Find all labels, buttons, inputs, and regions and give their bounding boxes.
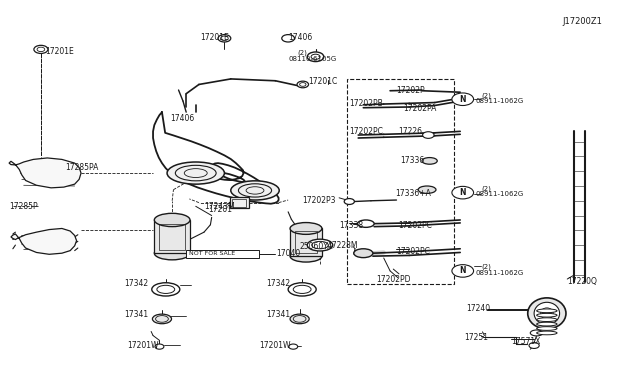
Circle shape [218, 35, 231, 42]
Ellipse shape [307, 239, 333, 251]
Text: N: N [460, 266, 466, 275]
Circle shape [452, 93, 474, 106]
Text: 17228M: 17228M [328, 241, 358, 250]
Text: 17341: 17341 [124, 310, 148, 319]
Text: N: N [460, 95, 466, 104]
Ellipse shape [152, 314, 172, 324]
Text: N: N [460, 188, 466, 197]
Polygon shape [11, 228, 77, 254]
Text: 08911-1062G: 08911-1062G [476, 98, 524, 104]
Text: 17342: 17342 [124, 279, 148, 288]
Ellipse shape [537, 309, 557, 312]
Text: 08911-1062G: 08911-1062G [476, 270, 524, 276]
Text: 17336+A: 17336+A [395, 189, 431, 198]
Bar [186, 250, 259, 258]
Circle shape [307, 52, 324, 62]
Text: 17406: 17406 [170, 114, 195, 123]
Ellipse shape [537, 313, 557, 317]
Text: NOT FOR SALE: NOT FOR SALE [189, 251, 235, 256]
Text: 17338: 17338 [339, 221, 364, 230]
Bar [230, 197, 248, 208]
Text: 17243M: 17243M [204, 202, 235, 211]
Circle shape [289, 344, 298, 349]
Circle shape [344, 199, 355, 205]
Text: 17202PC: 17202PC [349, 127, 383, 136]
Text: 17240: 17240 [467, 304, 491, 313]
Text: 17251: 17251 [464, 333, 488, 342]
Circle shape [221, 36, 228, 41]
Ellipse shape [537, 327, 557, 330]
Ellipse shape [534, 302, 559, 324]
Ellipse shape [290, 222, 322, 234]
Ellipse shape [154, 247, 190, 260]
Text: 17201E: 17201E [200, 33, 229, 42]
Ellipse shape [528, 298, 566, 329]
Circle shape [311, 54, 320, 60]
Text: 17336: 17336 [400, 155, 424, 165]
Ellipse shape [231, 181, 279, 200]
Circle shape [452, 186, 474, 199]
Ellipse shape [354, 249, 373, 258]
Text: (2): (2) [482, 264, 492, 270]
Circle shape [300, 83, 306, 86]
Text: 17220Q: 17220Q [567, 278, 597, 286]
Text: 17201: 17201 [209, 205, 232, 215]
Text: 17201W: 17201W [259, 341, 291, 350]
Bar [159, 224, 185, 250]
Ellipse shape [152, 283, 180, 296]
Ellipse shape [290, 314, 309, 324]
Text: 17202P3: 17202P3 [302, 196, 335, 205]
Circle shape [529, 343, 540, 349]
Text: 17341: 17341 [266, 310, 290, 319]
Text: J17200Z1: J17200Z1 [562, 17, 602, 26]
Circle shape [422, 132, 434, 138]
Text: 17202PC: 17202PC [397, 221, 431, 230]
Circle shape [37, 47, 45, 52]
Text: 17226: 17226 [397, 127, 422, 136]
Bar [232, 199, 246, 207]
Ellipse shape [290, 250, 322, 262]
Ellipse shape [358, 220, 374, 227]
Ellipse shape [167, 162, 225, 184]
Ellipse shape [154, 213, 190, 227]
Text: (2): (2) [482, 185, 492, 192]
Bar [154, 220, 190, 253]
Text: 17285PA: 17285PA [65, 163, 99, 172]
Ellipse shape [531, 330, 543, 336]
Bar [294, 231, 317, 253]
Text: 17201W: 17201W [127, 341, 159, 350]
Text: 17406: 17406 [288, 33, 312, 42]
Ellipse shape [537, 331, 557, 335]
Circle shape [34, 45, 48, 54]
Text: 17201E: 17201E [45, 47, 74, 56]
Text: 17202PA: 17202PA [403, 104, 436, 113]
Text: 17285P: 17285P [9, 202, 38, 211]
Text: 17571X: 17571X [511, 337, 541, 346]
Ellipse shape [537, 318, 557, 321]
Bar [348, 79, 454, 284]
Circle shape [155, 344, 164, 349]
Polygon shape [9, 158, 81, 188]
Ellipse shape [537, 322, 557, 326]
Circle shape [282, 35, 294, 42]
Circle shape [452, 264, 474, 277]
Ellipse shape [422, 158, 437, 164]
Text: 25060YA: 25060YA [300, 243, 333, 251]
Ellipse shape [288, 283, 316, 296]
Text: 17201C: 17201C [308, 77, 338, 86]
Bar [290, 228, 322, 256]
Text: (2): (2) [482, 92, 492, 99]
Text: 08911-1062G: 08911-1062G [476, 191, 524, 197]
Text: 17342: 17342 [266, 279, 290, 288]
Text: 17202PD: 17202PD [376, 275, 411, 283]
Text: 08110-6105G: 08110-6105G [288, 56, 337, 62]
Text: 17202PB: 17202PB [349, 99, 383, 108]
Circle shape [297, 81, 308, 88]
Text: 17202P: 17202P [396, 86, 425, 95]
Text: 17202PC: 17202PC [396, 247, 430, 256]
Text: (2): (2) [298, 49, 308, 55]
Text: 17040: 17040 [276, 250, 301, 259]
Ellipse shape [418, 186, 436, 193]
